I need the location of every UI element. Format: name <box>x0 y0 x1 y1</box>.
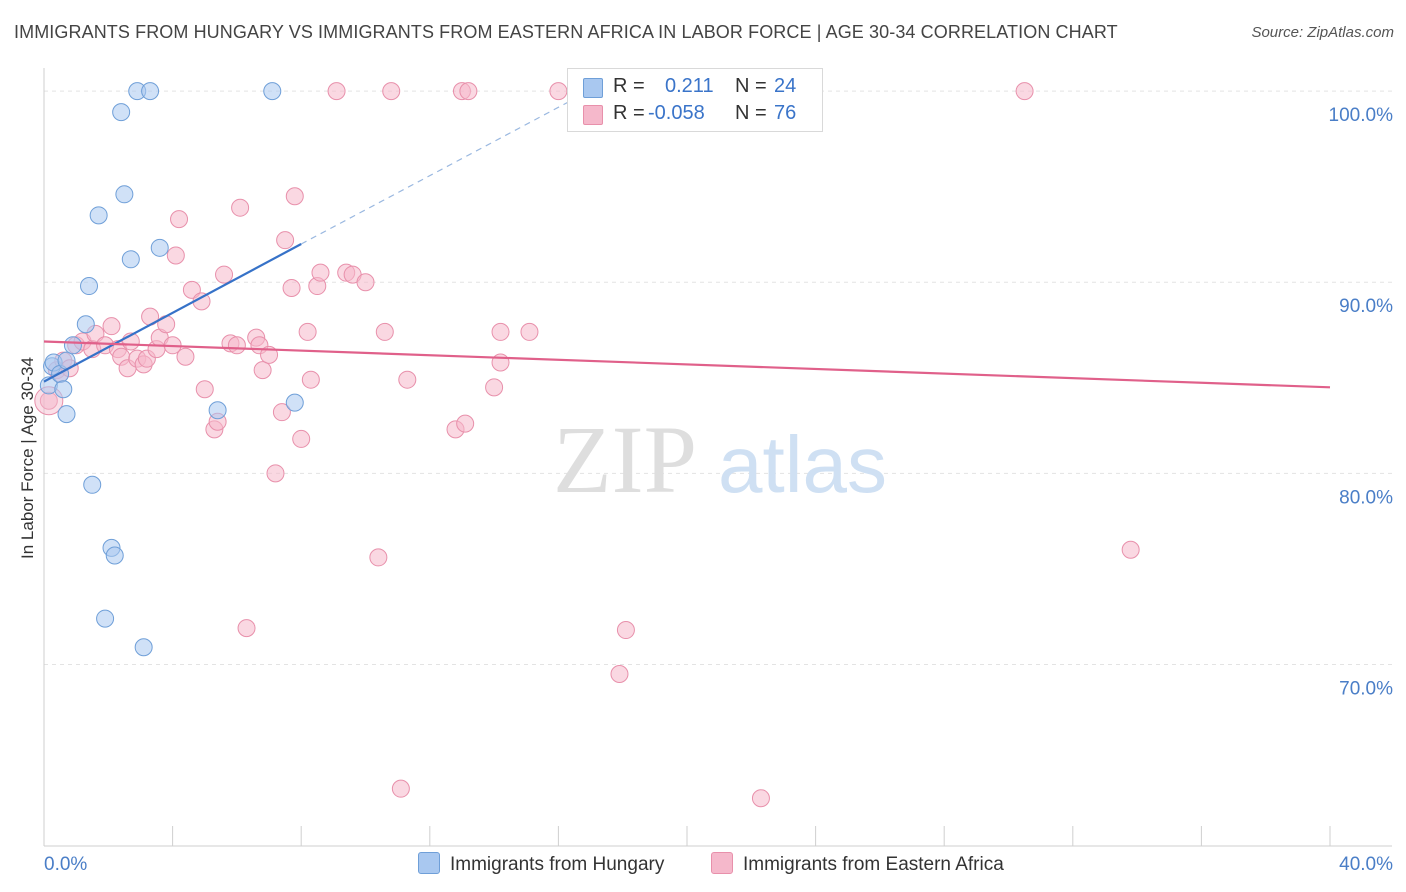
legend-item-hungary[interactable]: Immigrants from Hungary <box>418 852 664 876</box>
source-label: Source: ZipAtlas.com <box>1251 24 1394 41</box>
eastern-africa-point <box>382 82 401 101</box>
hungary-point <box>121 250 140 269</box>
eastern-africa-point <box>298 322 317 341</box>
eastern-africa-point <box>276 231 295 250</box>
hungary-trend-extension <box>300 98 575 245</box>
eastern-africa-point <box>195 380 214 399</box>
eastern-africa-point <box>616 621 635 640</box>
legend-r-label: R = <box>613 102 645 124</box>
eastern-africa-point <box>1121 540 1140 559</box>
hungary-point <box>141 82 160 101</box>
eastern-africa-point <box>610 665 629 683</box>
y-tick-label: 80.0% <box>1339 487 1393 508</box>
hungary-point <box>89 206 108 225</box>
hungary-point <box>63 336 82 355</box>
eastern-africa-point <box>266 464 285 483</box>
eastern-africa-point <box>301 370 320 389</box>
eastern-africa-point <box>176 347 195 366</box>
eastern-africa-point <box>166 246 185 265</box>
y-tick-label: 100.0% <box>1329 105 1394 126</box>
eastern-africa-point <box>491 322 510 341</box>
hungary-point <box>105 546 124 565</box>
hungary-point <box>76 315 95 334</box>
y-tick-label: 90.0% <box>1339 296 1393 317</box>
eastern-africa-point <box>549 82 568 101</box>
eastern-africa-point <box>182 280 201 299</box>
eastern-africa-point <box>398 370 417 389</box>
eastern-africa-point <box>459 82 478 101</box>
eastern-africa-point <box>227 336 246 355</box>
hungary-point <box>134 638 153 657</box>
x-tick-label: 40.0% <box>1339 854 1393 875</box>
hungary-point <box>112 103 131 122</box>
eastern-africa-point <box>485 378 504 397</box>
hungary-trend-line <box>43 243 302 383</box>
y-tick-label: 70.0% <box>1339 678 1393 699</box>
hungary-point <box>285 393 304 412</box>
x-tick-label: 0.0% <box>44 854 87 875</box>
hungary-point <box>96 609 115 628</box>
chart-title: IMMIGRANTS FROM HUNGARY VS IMMIGRANTS FR… <box>14 22 1118 42</box>
eastern-africa-point <box>272 403 291 422</box>
hungary-point <box>150 238 169 257</box>
legend-label-eastern-africa: Immigrants from Eastern Africa <box>743 854 1004 875</box>
eastern-africa-point <box>231 198 250 217</box>
legend-item-eastern-africa[interactable]: Immigrants from Eastern Africa <box>711 852 1004 876</box>
hungary-point <box>57 405 76 424</box>
legend-n-value: 76 <box>774 102 797 124</box>
legend-swatch-eastern-africa <box>583 105 603 125</box>
hungary-point <box>115 185 134 204</box>
hungary-point <box>54 380 73 399</box>
legend-n-label: N = <box>735 75 767 97</box>
eastern-africa-point <box>292 429 311 448</box>
eastern-africa-point <box>456 414 475 433</box>
hungary-point <box>83 475 102 494</box>
eastern-africa-point <box>311 263 330 282</box>
eastern-africa-point <box>1015 82 1034 101</box>
legend-r-value: -0.058 <box>648 102 705 124</box>
legend-r-label: R = <box>613 75 645 97</box>
watermark-atlas: atlas <box>718 420 887 509</box>
eastern-africa-point <box>369 548 388 567</box>
hungary-point <box>80 277 99 296</box>
eastern-africa-point <box>102 317 121 336</box>
legend-n-value: 24 <box>774 75 797 97</box>
eastern-africa-point <box>751 789 770 808</box>
legend-n-label: N = <box>735 102 767 124</box>
hungary-point <box>263 82 282 101</box>
watermark-zip: ZIP <box>553 406 697 513</box>
eastern-africa-point <box>253 361 272 380</box>
legend-swatch-hungary <box>418 852 440 874</box>
legend-swatch-eastern-africa <box>711 852 733 874</box>
eastern-africa-point <box>375 322 394 341</box>
legend-r-value: 0.211 <box>665 75 714 97</box>
eastern-africa-trend-line <box>43 340 1331 389</box>
eastern-africa-point <box>520 322 539 341</box>
eastern-africa-point <box>215 265 234 284</box>
eastern-africa-point <box>170 210 189 229</box>
eastern-africa-point <box>391 779 410 798</box>
legend-label-hungary: Immigrants from Hungary <box>450 854 665 875</box>
eastern-africa-point <box>327 82 346 101</box>
eastern-africa-point <box>285 187 304 206</box>
correlation-legend: R = 0.211 N = 24 R = -0.058 N = 76 <box>567 68 823 132</box>
eastern-africa-point <box>356 273 375 292</box>
eastern-africa-point <box>237 619 256 638</box>
legend-swatch-hungary <box>583 78 603 98</box>
eastern-africa-point <box>282 278 301 297</box>
y-axis-label: In Labor Force | Age 30-34 <box>18 357 37 559</box>
hungary-point <box>208 401 227 420</box>
